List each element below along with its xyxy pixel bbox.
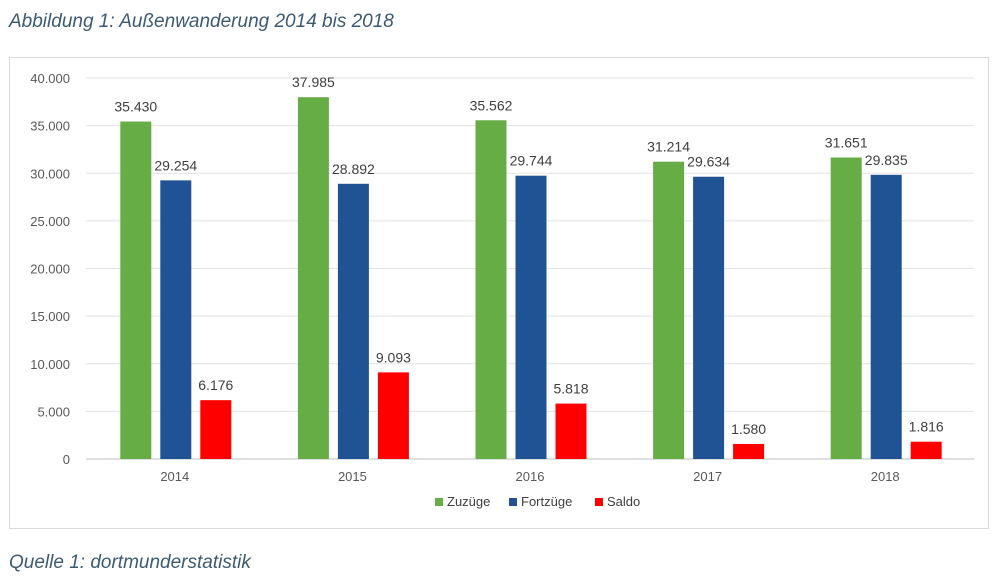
figure-source: Quelle 1: dortmunderstatistik <box>9 552 251 573</box>
bar-saldo <box>733 443 765 459</box>
bar-saldo <box>555 403 587 459</box>
x-tick-label: 2015 <box>338 469 367 484</box>
legend-swatch <box>509 498 517 506</box>
y-tick-label: 35.000 <box>30 119 70 134</box>
bar-saldo <box>910 441 942 459</box>
bar-fortzüge <box>870 174 902 459</box>
bar-saldo <box>377 372 409 459</box>
data-label: 35.562 <box>470 97 513 113</box>
data-label: 31.651 <box>825 135 868 151</box>
y-tick-label: 25.000 <box>30 214 70 229</box>
bar-zuzüge <box>475 120 507 460</box>
bar-saldo <box>200 400 232 459</box>
x-tick-label: 2017 <box>693 469 722 484</box>
data-label: 37.985 <box>292 74 335 90</box>
bar-fortzüge <box>337 183 369 459</box>
y-tick-label: 10.000 <box>30 357 70 372</box>
data-label: 9.093 <box>376 349 411 365</box>
chart-area: 0 5.000 10.000 15.000 20.000 25.000 30.000 35.0… <box>9 57 989 529</box>
y-tick-label: 15.000 <box>30 309 70 324</box>
bar-zuzüge <box>653 161 685 459</box>
y-tick-label: 5.000 <box>37 404 70 419</box>
legend-swatch <box>435 498 443 506</box>
x-tick-label: 2014 <box>160 469 189 484</box>
data-label: 1.816 <box>909 419 944 435</box>
bar-fortzüge <box>515 175 547 459</box>
bar-zuzüge <box>120 121 152 460</box>
bar-chart: 0 5.000 10.000 15.000 20.000 25.000 30.000 35.0… <box>30 71 974 509</box>
y-tick-label: 0 <box>63 452 70 467</box>
x-tick-label: 2016 <box>516 469 545 484</box>
legend-label: Fortzüge <box>521 494 572 509</box>
figure-title: Abbildung 1: Außenwanderung 2014 bis 201… <box>9 11 394 32</box>
y-tick-label: 30.000 <box>30 166 70 181</box>
data-label: 29.835 <box>865 152 908 168</box>
y-tick-label: 20.000 <box>30 262 70 277</box>
bar-zuzüge <box>830 157 862 459</box>
y-tick-label: 40.000 <box>30 71 70 86</box>
data-label: 35.430 <box>114 99 157 115</box>
data-label: 31.214 <box>647 139 690 155</box>
legend-swatch <box>595 498 603 506</box>
bar-fortzüge <box>693 176 725 459</box>
legend-label: Zuzüge <box>447 494 490 509</box>
data-label: 6.176 <box>198 377 233 393</box>
data-label: 1.580 <box>731 421 766 437</box>
bar-zuzüge <box>297 97 329 459</box>
legend-label: Saldo <box>607 494 640 509</box>
data-label: 5.818 <box>553 381 588 397</box>
data-label: 29.744 <box>510 153 553 169</box>
data-label: 29.634 <box>687 154 730 170</box>
bar-fortzüge <box>160 180 192 459</box>
x-tick-label: 2018 <box>871 469 900 484</box>
data-label: 29.254 <box>154 157 197 173</box>
data-label: 28.892 <box>332 161 375 177</box>
